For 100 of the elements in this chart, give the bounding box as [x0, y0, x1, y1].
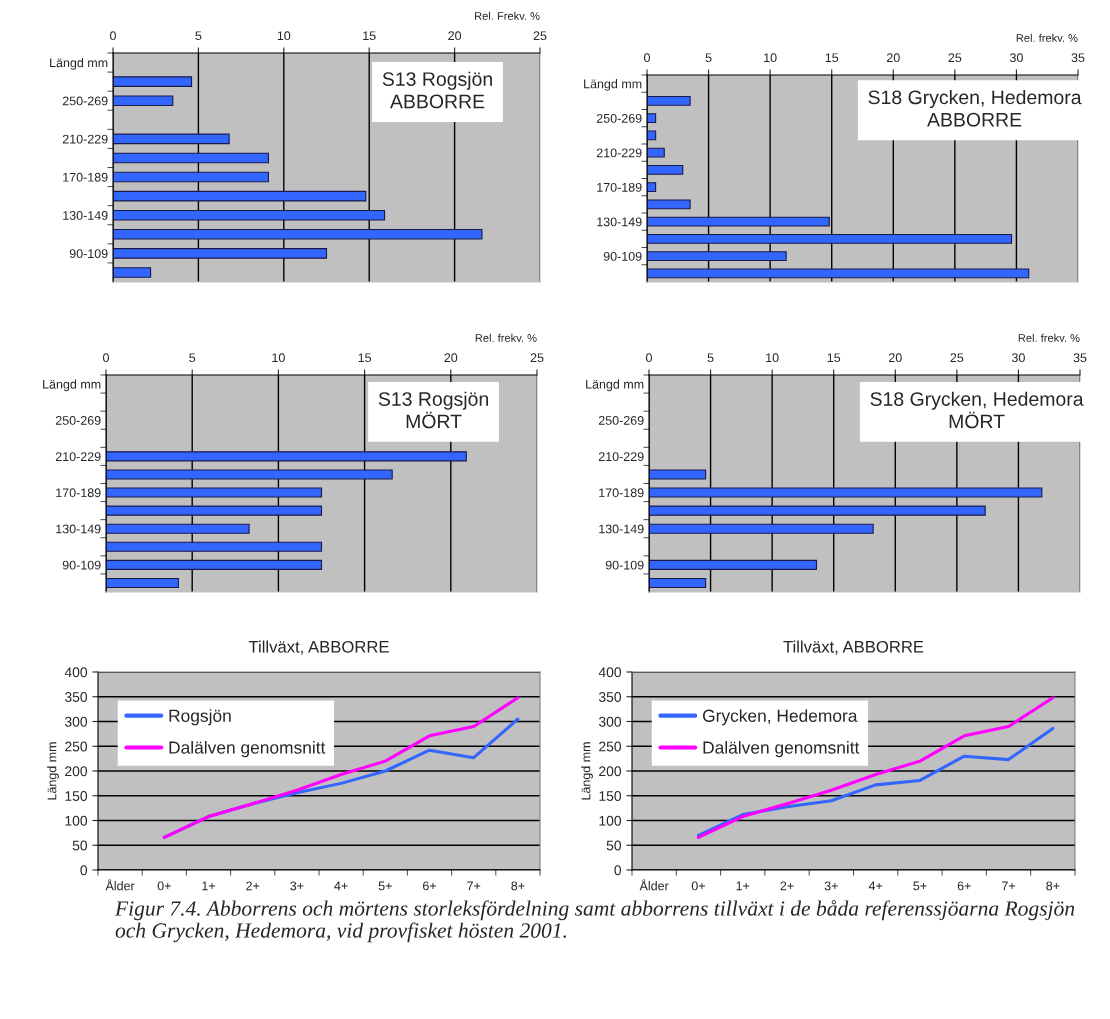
bar — [647, 216, 830, 227]
bar — [106, 505, 323, 516]
x-tick-label: 10 — [766, 353, 779, 363]
x-tick-label: 25 — [533, 31, 547, 41]
x-tick-label: 30 — [1011, 353, 1025, 363]
chart-title: Tillväxt, ABBORRE — [248, 640, 389, 655]
x-tick-label: 5 — [195, 31, 202, 41]
x-tick-label: 5+ — [378, 881, 392, 891]
bar — [649, 505, 986, 516]
y-tick-label: 170-189 — [56, 488, 101, 498]
bar — [649, 559, 818, 570]
bar — [106, 451, 467, 462]
y-tick-label: 130-149 — [56, 524, 101, 534]
y-tick-label: 50 — [606, 840, 622, 851]
text: S13 Rogsjön MÖRT — [378, 391, 488, 429]
y-tick-label: 210-229 — [598, 452, 644, 462]
x-tick-label: 25 — [950, 353, 964, 363]
x-axis-title: Rel. Frekv. % — [475, 11, 540, 20]
bar — [113, 171, 269, 183]
x-tick-label: 0 — [646, 353, 652, 363]
legend-label: Rogsjön — [169, 709, 231, 726]
x-tick-label: 10 — [277, 31, 291, 41]
bar — [647, 147, 665, 158]
y-tick-label: 300 — [64, 716, 88, 727]
bar — [113, 133, 230, 145]
bar — [647, 199, 691, 210]
y-tick-label: 0 — [80, 865, 88, 876]
y-tick-label: 150 — [599, 791, 622, 801]
y-tick-label: 90-109 — [603, 251, 642, 261]
y-tick-label: 350 — [64, 692, 88, 702]
bar — [113, 228, 483, 240]
y-tick-label: 210-229 — [596, 148, 642, 158]
x-tick-label: Ålder — [639, 879, 669, 891]
x-tick-label: 20 — [444, 353, 458, 363]
x-tick-label: 35 — [1073, 353, 1087, 363]
y-tick-label: Längd mm — [43, 379, 101, 392]
x-tick-label: 1+ — [736, 881, 750, 891]
x-tick-label: 10 — [272, 353, 285, 363]
bar — [113, 209, 386, 221]
x-tick-label: 2+ — [780, 881, 794, 891]
y-tick-label: 100 — [65, 815, 88, 826]
y-tick-label: 250 — [65, 741, 88, 752]
x-tick-label: 30 — [1009, 53, 1023, 63]
y-tick-label: 170-189 — [63, 172, 108, 182]
bar — [647, 113, 657, 123]
bar — [649, 487, 1043, 498]
line-series — [696, 726, 1055, 837]
y-tick-label: 200 — [599, 766, 622, 777]
legend-label: Dalälven genomsnitt — [703, 740, 860, 758]
y-tick-label: 130-149 — [63, 211, 108, 220]
x-tick-label: 25 — [530, 353, 544, 363]
y-tick-label: 100 — [599, 815, 622, 826]
line-series — [696, 696, 1055, 839]
bar — [647, 130, 657, 141]
y-tick-label: 200 — [65, 766, 88, 777]
x-tick-label: 10 — [764, 53, 777, 63]
chart-title: Tillväxt, ABBORRE — [783, 640, 924, 655]
x-tick-label: 6+ — [423, 881, 437, 891]
x-tick-label: 15 — [825, 53, 839, 63]
bar — [106, 523, 250, 534]
bar — [113, 76, 193, 87]
x-tick-label: 15 — [363, 31, 376, 41]
x-tick-label: 4+ — [334, 881, 348, 891]
x-tick-label: 8+ — [1046, 881, 1060, 891]
y-tick-label: 210-229 — [62, 134, 108, 144]
y-tick-label: 50 — [72, 840, 88, 851]
y-tick-label: Längd mm — [586, 379, 644, 392]
text: S13 Rogsjön ABBORRE — [382, 71, 492, 109]
x-tick-label: 5 — [189, 353, 196, 363]
bar — [649, 577, 707, 589]
x-tick-label: 0+ — [691, 881, 705, 891]
bar — [647, 234, 1013, 244]
y-tick-label: 150 — [65, 791, 88, 801]
bar — [649, 469, 707, 480]
x-tick-label: 7+ — [467, 881, 481, 891]
x-axis-title: Rel. frekv. % — [475, 333, 537, 342]
y-tick-label: 130-149 — [599, 524, 644, 534]
x-tick-label: 35 — [1071, 53, 1085, 63]
x-tick-label: 3+ — [290, 881, 304, 891]
bar — [647, 251, 787, 261]
y-tick-label: 90-109 — [62, 560, 101, 570]
y-tick-label: 400 — [64, 667, 88, 678]
y-tick-label: 130-149 — [597, 217, 642, 227]
bar — [647, 96, 691, 106]
y-tick-label: 350 — [598, 692, 622, 702]
y-tick-label: 0 — [614, 865, 622, 876]
x-axis-title: Rel. frekv. % — [1016, 33, 1078, 42]
x-tick-label: Ålder — [105, 879, 135, 891]
y-tick-label: 250-269 — [598, 416, 644, 425]
y-tick-label: 400 — [598, 667, 622, 678]
bar — [649, 523, 874, 534]
bar — [106, 487, 323, 498]
y-tick-label: 90-109 — [69, 249, 108, 259]
x-tick-label: 15 — [827, 353, 841, 363]
x-axis-title: Rel. frekv. % — [1018, 333, 1080, 342]
x-tick-label: 15 — [358, 353, 372, 363]
y-tick-label: 250 — [599, 741, 622, 752]
bar — [106, 541, 323, 552]
x-tick-label: 0 — [110, 31, 116, 41]
y-tick-label: 300 — [598, 716, 622, 727]
